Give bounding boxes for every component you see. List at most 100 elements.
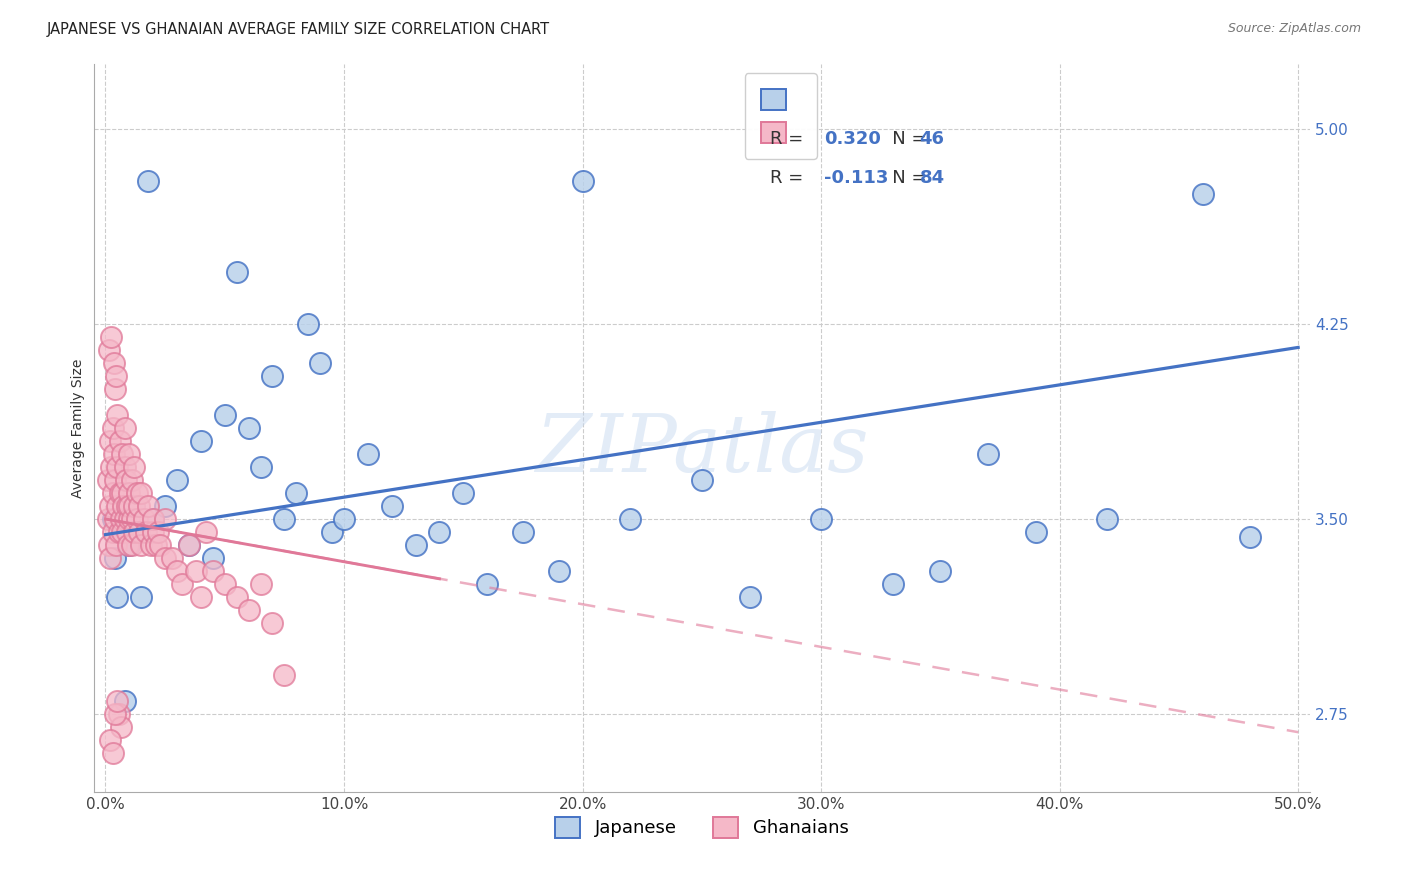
Point (1025, 524, 1047, 539)
Point (101, 524, 124, 539)
Point (145, 538, 167, 552)
Text: -0.113: -0.113 (824, 169, 889, 187)
Point (977, 447, 1000, 461)
Point (114, 694, 136, 708)
Point (238, 421, 260, 435)
Point (103, 356, 125, 370)
Point (121, 512, 143, 526)
Point (122, 460, 145, 475)
Point (104, 706, 127, 721)
Point (138, 499, 160, 513)
Point (107, 706, 129, 721)
Point (177, 538, 200, 552)
Text: N =: N = (875, 169, 932, 187)
Text: R =: R = (770, 169, 810, 187)
Point (619, 512, 641, 526)
Point (214, 408, 236, 422)
Point (129, 486, 152, 500)
Point (1191, 187, 1213, 202)
Point (297, 317, 319, 331)
Point (114, 421, 136, 435)
Point (112, 499, 135, 513)
Point (429, 524, 451, 539)
Text: 84: 84 (920, 169, 945, 187)
Point (104, 512, 127, 526)
Point (162, 551, 184, 566)
Text: 0.320: 0.320 (824, 130, 880, 148)
Point (166, 473, 188, 487)
Point (105, 538, 128, 552)
Legend: Japanese, Ghanaians: Japanese, Ghanaians (548, 810, 856, 845)
Text: JAPANESE VS GHANAIAN AVERAGE FAMILY SIZE CORRELATION CHART: JAPANESE VS GHANAIAN AVERAGE FAMILY SIZE… (46, 22, 550, 37)
Point (571, 174, 593, 188)
Point (98, 733, 121, 747)
Point (97, 512, 120, 526)
Point (107, 408, 129, 422)
Point (453, 486, 475, 500)
Point (214, 577, 236, 591)
Point (100, 330, 122, 344)
Point (115, 524, 138, 539)
Point (882, 577, 904, 591)
Point (170, 577, 193, 591)
Point (190, 590, 212, 604)
Point (118, 447, 141, 461)
Point (177, 538, 200, 552)
Text: ZIPatlas: ZIPatlas (536, 411, 869, 489)
Point (381, 499, 404, 513)
Point (132, 512, 155, 526)
Point (121, 538, 143, 552)
Point (101, 746, 124, 760)
Point (929, 564, 952, 578)
Point (128, 524, 150, 539)
Point (98, 434, 121, 448)
Point (118, 538, 141, 552)
Point (139, 538, 162, 552)
Point (186, 564, 208, 578)
Point (118, 499, 141, 513)
Point (114, 460, 136, 475)
Point (118, 486, 141, 500)
Point (475, 577, 498, 591)
Point (114, 512, 136, 526)
Point (142, 512, 165, 526)
Point (107, 499, 129, 513)
Point (153, 551, 176, 566)
Point (249, 577, 271, 591)
Point (114, 473, 136, 487)
Point (262, 615, 284, 630)
Point (125, 486, 148, 500)
Point (149, 538, 172, 552)
Point (166, 564, 188, 578)
Point (101, 512, 124, 526)
Point (129, 538, 152, 552)
Point (108, 486, 131, 500)
Point (104, 473, 127, 487)
Point (135, 524, 157, 539)
Point (104, 382, 127, 396)
Point (153, 512, 176, 526)
Point (110, 720, 132, 734)
Point (273, 668, 295, 682)
Point (309, 356, 332, 370)
Text: R =: R = (770, 130, 810, 148)
Point (98, 499, 121, 513)
Point (98, 538, 121, 552)
Point (201, 551, 224, 566)
Point (122, 499, 145, 513)
Point (110, 512, 132, 526)
Point (104, 551, 127, 566)
Point (142, 512, 165, 526)
Point (129, 590, 152, 604)
Point (107, 590, 129, 604)
Point (111, 447, 134, 461)
Point (690, 473, 713, 487)
Point (111, 486, 134, 500)
Point (138, 174, 160, 188)
Y-axis label: Average Family Size: Average Family Size (72, 359, 86, 498)
Point (107, 694, 129, 708)
Point (225, 590, 247, 604)
Point (122, 524, 145, 539)
Point (333, 512, 356, 526)
Point (103, 447, 125, 461)
